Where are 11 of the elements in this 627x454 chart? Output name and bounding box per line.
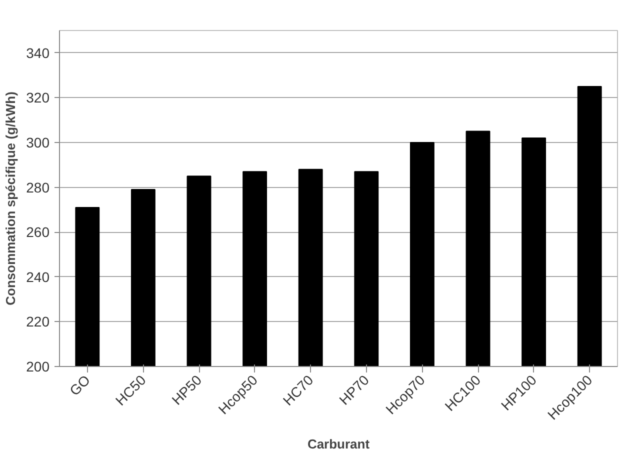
x-tick-label: GO — [66, 372, 94, 399]
y-tick-label: 320 — [26, 90, 50, 106]
y-tick-label: 260 — [26, 224, 50, 240]
y-tick-label: 220 — [26, 314, 50, 330]
y-tick-label: 340 — [26, 44, 50, 61]
y-axis-title: Consommation spécifique (g/kWh) — [3, 92, 18, 306]
y-tick-label: 240 — [26, 268, 50, 285]
y-tick-label: 280 — [26, 179, 50, 196]
y-tick-label: 300 — [26, 134, 50, 150]
x-axis-title: Carburant — [307, 436, 370, 452]
y-tick-label: 200 — [26, 358, 50, 374]
